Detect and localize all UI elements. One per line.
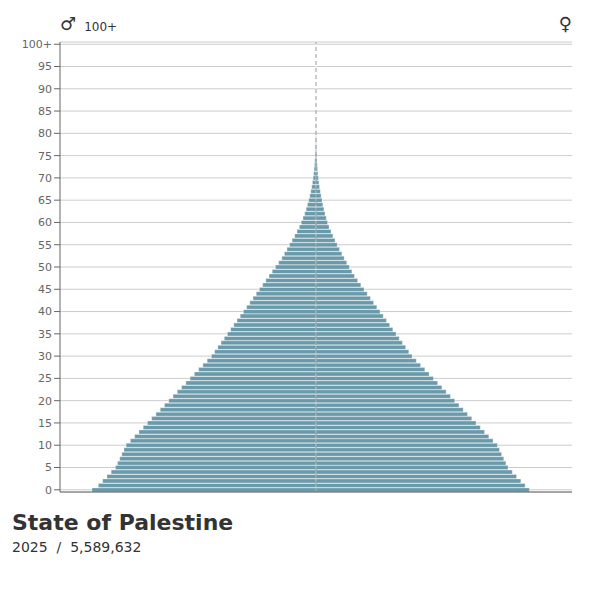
svg-text:90: 90 [38, 83, 52, 96]
svg-text:35: 35 [38, 328, 52, 341]
svg-text:95: 95 [38, 60, 52, 73]
svg-text:70: 70 [38, 172, 52, 185]
svg-text:60: 60 [38, 216, 52, 229]
svg-text:65: 65 [38, 194, 52, 207]
svg-text:55: 55 [38, 239, 52, 252]
svg-text:45: 45 [38, 283, 52, 296]
svg-text:25: 25 [38, 372, 52, 385]
html-text:2025 / 5,589,632: 2025 / 5,589,632 [12, 539, 142, 555]
svg-text:15: 15 [38, 417, 52, 430]
html-text:State of Palestine: State of Palestine [12, 510, 234, 535]
svg-text:50: 50 [38, 261, 52, 274]
svg-text:20: 20 [38, 395, 52, 408]
svg-text:80: 80 [38, 127, 52, 140]
svg-text:30: 30 [38, 350, 52, 363]
html-text:♂ 100+: ♂ 100+ [60, 13, 118, 34]
svg-text:40: 40 [38, 305, 52, 318]
svg-text:0: 0 [45, 484, 52, 497]
svg-text:75: 75 [38, 150, 52, 163]
svg-text:100+: 100+ [22, 38, 52, 51]
svg-text:10: 10 [38, 439, 52, 452]
svg-text:85: 85 [38, 105, 52, 118]
svg-text:5: 5 [45, 461, 52, 474]
